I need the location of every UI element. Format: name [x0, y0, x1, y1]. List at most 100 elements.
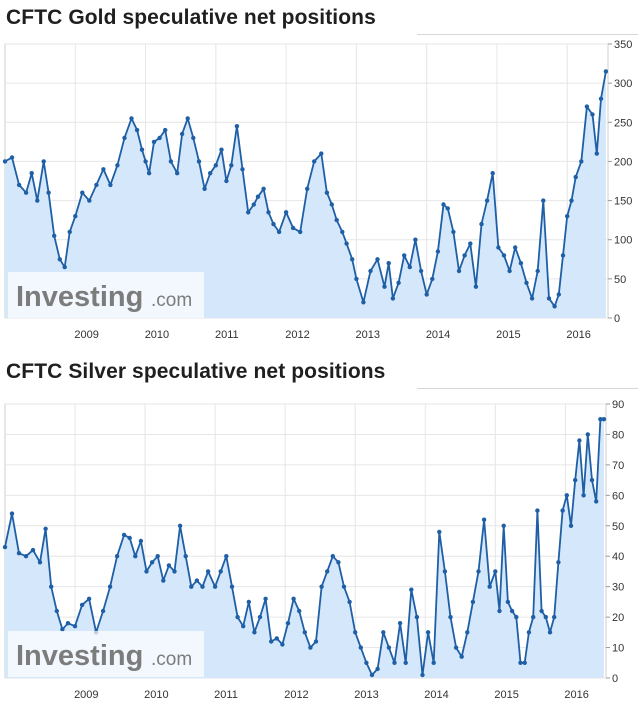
- data-point: [484, 198, 490, 203]
- data-point: [189, 584, 194, 589]
- x-tick-label: 2009: [74, 329, 98, 341]
- data-point: [381, 630, 386, 635]
- data-point: [340, 229, 345, 235]
- data-point: [149, 560, 155, 565]
- data-point: [330, 554, 335, 559]
- data-point: [496, 245, 501, 250]
- data-point: [430, 276, 435, 282]
- data-point: [213, 163, 218, 168]
- y-tick-label: 150: [614, 196, 632, 208]
- series-line: [4, 71, 607, 308]
- gold-chart: 0 50 100 150 200 250 300 350 2009 2010 2011 2012 201…: [2, 39, 632, 341]
- data-point: [329, 202, 334, 207]
- data-point: [9, 155, 15, 160]
- data-point: [54, 608, 59, 614]
- data-point: [229, 584, 235, 589]
- data-point: [468, 241, 473, 246]
- x-tick-label: 2010: [145, 329, 169, 341]
- data-point: [354, 276, 359, 282]
- data-point: [115, 163, 120, 168]
- data-point: [251, 202, 256, 207]
- data-point: [513, 245, 518, 250]
- x-tick-label: 2013: [354, 689, 378, 701]
- x-tick-label: 2012: [285, 329, 309, 341]
- data-point: [456, 268, 462, 274]
- data-point: [219, 147, 224, 152]
- data-point: [208, 171, 213, 176]
- data-point: [531, 614, 536, 620]
- y-tick-label: 60: [612, 490, 624, 502]
- data-point: [425, 630, 431, 635]
- investing-logo-suffix: .com: [151, 649, 192, 670]
- data-point: [266, 210, 271, 215]
- data-point: [324, 190, 330, 195]
- data-point: [473, 284, 479, 289]
- data-point: [390, 296, 396, 301]
- series-area: [5, 419, 604, 678]
- data-point: [9, 511, 15, 516]
- data-point: [487, 584, 492, 589]
- data-point: [65, 621, 71, 626]
- data-point: [212, 584, 218, 589]
- data-point: [589, 477, 595, 483]
- data-point: [183, 554, 188, 559]
- y-tick-label: 50: [614, 274, 626, 286]
- data-point: [382, 284, 387, 289]
- data-point: [603, 69, 609, 74]
- watermark-backdrop: [8, 631, 204, 677]
- data-point: [252, 630, 257, 635]
- data-point: [541, 198, 546, 203]
- y-tick-label: 350: [614, 39, 632, 51]
- data-point: [246, 210, 251, 215]
- data-point: [431, 660, 436, 665]
- data-point: [505, 599, 511, 605]
- data-point: [129, 116, 134, 121]
- x-tick-label: 2016: [566, 329, 590, 341]
- data-point: [29, 171, 34, 176]
- y-tick-label: 90: [612, 399, 624, 411]
- data-point: [280, 642, 285, 647]
- data-point: [552, 304, 557, 309]
- data-point: [257, 614, 263, 620]
- data-point: [568, 523, 574, 528]
- data-point: [437, 529, 442, 535]
- data-point: [155, 554, 160, 559]
- data-point: [168, 159, 174, 164]
- data-point: [2, 159, 8, 164]
- data-point: [134, 127, 140, 133]
- y-tick-label: 250: [614, 117, 632, 129]
- data-point: [585, 432, 590, 437]
- data-point: [302, 630, 307, 635]
- data-point: [501, 523, 506, 528]
- data-point: [490, 171, 495, 176]
- data-point: [146, 171, 152, 176]
- data-point: [79, 602, 85, 608]
- data-point: [375, 257, 380, 262]
- y-tick-label: 0: [612, 673, 618, 685]
- data-point: [556, 560, 561, 565]
- data-point: [564, 493, 569, 498]
- investing-logo: Investing: [16, 640, 143, 672]
- data-point: [601, 417, 607, 422]
- y-tick-label: 100: [614, 235, 632, 247]
- data-point: [481, 517, 487, 522]
- y-tick-label: 0: [614, 313, 620, 325]
- data-point: [358, 645, 363, 650]
- x-tick-label: 2014: [424, 689, 448, 701]
- data-point: [579, 159, 584, 164]
- data-point: [392, 660, 397, 665]
- data-point: [86, 596, 92, 601]
- data-point: [179, 131, 185, 137]
- data-point: [60, 627, 65, 632]
- silver-title-rule: [417, 388, 638, 389]
- data-point: [413, 237, 418, 242]
- data-point: [507, 268, 512, 274]
- data-point: [522, 660, 527, 665]
- x-tick-label: 2011: [214, 689, 238, 701]
- data-point: [191, 135, 196, 141]
- data-point: [218, 569, 223, 574]
- data-point: [581, 493, 586, 498]
- data-point: [445, 206, 450, 211]
- data-point: [560, 253, 566, 258]
- data-point: [565, 214, 570, 219]
